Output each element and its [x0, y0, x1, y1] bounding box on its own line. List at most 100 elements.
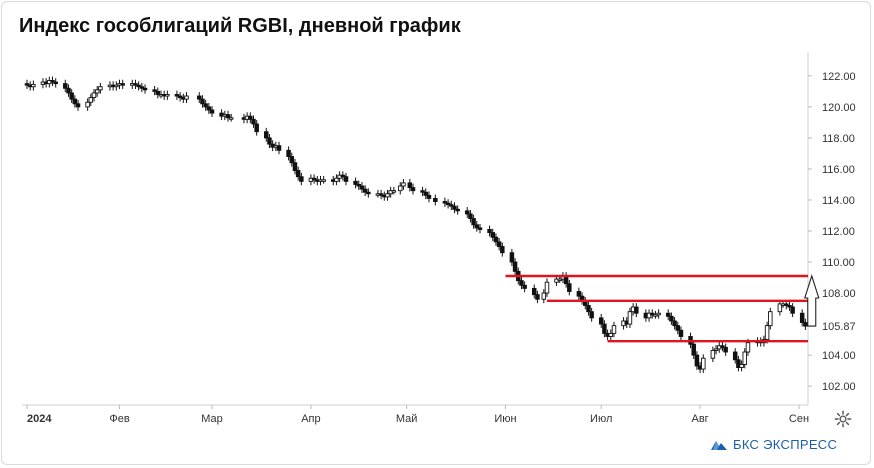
candle-body: [98, 86, 103, 91]
candle-body: [53, 81, 58, 85]
candle-body: [522, 284, 527, 289]
candle-body: [493, 236, 499, 243]
candle-body: [356, 184, 362, 187]
candle-body: [385, 193, 390, 198]
candle-body: [803, 322, 808, 327]
candle-body: [133, 83, 138, 86]
x-tick-label: Май: [396, 413, 418, 425]
candle-body: [228, 117, 234, 120]
candle-body: [292, 162, 298, 171]
candle-body: [321, 179, 326, 182]
candle-body: [739, 363, 744, 368]
candle-body: [139, 86, 145, 89]
y-tick-label: 112.00: [822, 226, 855, 238]
bks-logo-icon: [711, 440, 727, 450]
x-tick-label: Авг: [692, 413, 709, 425]
candle-body: [340, 174, 346, 178]
candle-body: [602, 323, 607, 334]
candle-body: [452, 205, 457, 210]
candle-body: [720, 345, 725, 348]
candle-body: [334, 177, 339, 182]
y-tick-label: 118.00: [822, 133, 855, 145]
candle-body: [468, 213, 473, 220]
candle-body: [114, 84, 119, 88]
candle-body: [509, 252, 515, 263]
y-tick-label: 122.00: [822, 71, 856, 83]
candle-body: [423, 191, 429, 196]
candle-body: [736, 359, 741, 368]
candle-body: [535, 294, 540, 300]
x-tick-label: 2024: [27, 413, 52, 425]
candle-body: [142, 87, 148, 91]
candle-body: [426, 194, 432, 199]
candle-body: [254, 123, 259, 133]
candle-body: [787, 305, 792, 308]
candle-body: [490, 232, 496, 238]
candle-body: [433, 197, 438, 202]
candle-body: [410, 187, 416, 192]
candle-body: [672, 320, 677, 327]
candle-body: [407, 182, 413, 189]
candle-body: [496, 241, 502, 247]
y-tick-label: 102.00: [822, 381, 856, 393]
candle-body: [598, 317, 604, 325]
logo-text: БКС ЭКСПРЕСС: [733, 437, 838, 452]
candle-body: [713, 348, 719, 351]
candle-body: [155, 90, 161, 95]
candle-body: [391, 190, 397, 193]
candle-body: [442, 201, 448, 204]
candle-body: [777, 303, 783, 313]
y-tick-label: 104.00: [822, 350, 856, 362]
candle-body: [165, 94, 170, 97]
candle-body: [449, 204, 454, 207]
candle-body: [611, 325, 617, 334]
y-tick-label: 108.00: [822, 288, 856, 300]
candle-body: [343, 176, 349, 182]
candle-body: [790, 306, 795, 314]
candle-body: [764, 325, 770, 341]
candle-body: [471, 218, 476, 226]
x-tick-label: Апр: [301, 413, 320, 425]
candle-body: [267, 137, 272, 145]
candle-body: [665, 312, 671, 317]
candle-body: [248, 115, 253, 120]
bks-logo: БКС ЭКСПРЕСС: [710, 437, 837, 452]
candle-body: [445, 202, 451, 206]
candle-body: [401, 182, 406, 187]
candle-body: [646, 312, 652, 319]
candle-body: [184, 95, 189, 100]
candle-body: [653, 314, 658, 317]
gear-icon[interactable]: [834, 410, 852, 428]
candle-body: [31, 83, 36, 88]
candle-body: [567, 283, 572, 292]
candle-body: [251, 118, 256, 125]
candle-body: [650, 312, 655, 316]
candle-body: [378, 193, 384, 196]
candle-body: [464, 210, 470, 215]
candle-body: [531, 287, 537, 296]
candle-body: [209, 109, 215, 114]
candle-body: [24, 83, 30, 86]
candle-body: [627, 311, 633, 325]
candle-body: [634, 306, 639, 314]
x-tick-label: Июл: [590, 413, 612, 425]
candle-body: [206, 106, 212, 111]
y-tick-label: 105.87: [822, 321, 856, 333]
y-tick-label: 116.00: [822, 164, 855, 176]
candle-body: [63, 83, 68, 89]
candle-body: [742, 351, 748, 365]
candle-body: [225, 114, 231, 119]
candle-body: [512, 261, 518, 272]
candle-body: [455, 208, 460, 212]
candle-body: [500, 246, 505, 254]
x-tick-label: Сен: [789, 413, 809, 425]
candle-body: [362, 188, 368, 193]
candle-body: [723, 346, 728, 353]
candle-body: [783, 303, 789, 306]
candle-body: [85, 101, 90, 108]
candle-body: [120, 83, 125, 86]
candle-body: [264, 131, 269, 139]
candle-body: [366, 191, 371, 195]
